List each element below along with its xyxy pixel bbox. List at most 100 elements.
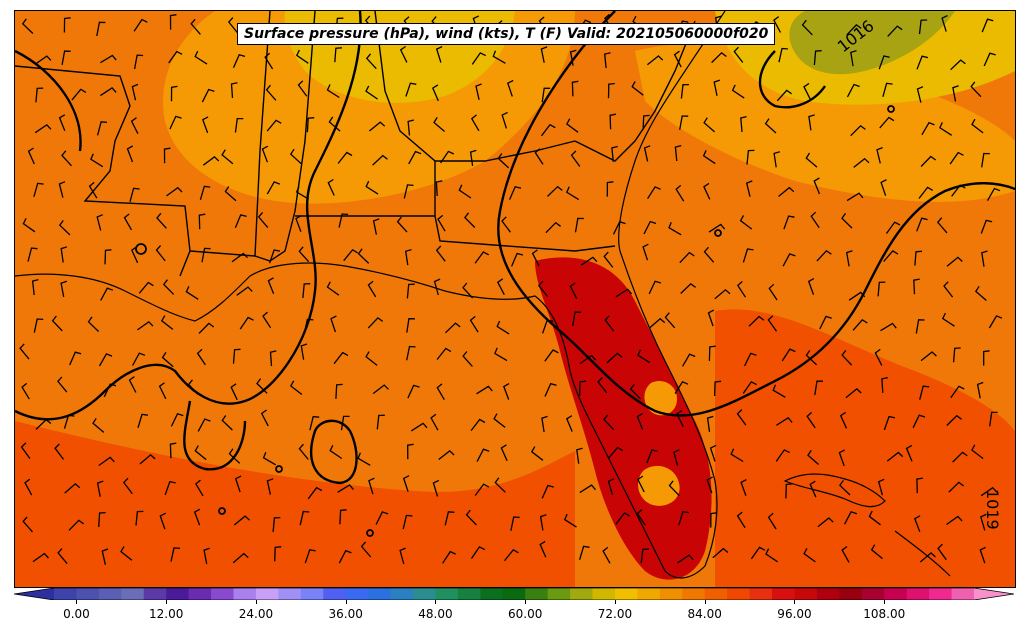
colorbar-tick-label: 72.00 [597, 607, 633, 621]
wind-barb [782, 253, 796, 267]
wind-barb [544, 382, 557, 397]
wind-barb [372, 384, 389, 395]
wind-barb [357, 452, 371, 466]
wind-barb [913, 278, 920, 295]
wind-barb [679, 251, 695, 264]
wind-barb [462, 282, 474, 299]
wind-barb [544, 349, 559, 362]
wind-barb [919, 552, 936, 563]
wind-barb [269, 350, 277, 367]
wind-barb [841, 349, 853, 366]
wind-barb [96, 21, 106, 37]
wind-barb [261, 145, 269, 163]
wind-barb [948, 481, 964, 493]
wind-barb [803, 548, 816, 563]
wind-barb [185, 286, 199, 300]
wind-barb [306, 117, 315, 133]
wind-barb [339, 509, 347, 525]
wind-barb [946, 515, 963, 526]
wind-barb [307, 486, 323, 500]
wind-barb [163, 147, 171, 164]
temperature-band-southeast [715, 309, 1015, 587]
wind-barb [496, 320, 510, 335]
wind-barb [941, 312, 955, 327]
colorbar-segment [54, 588, 78, 600]
wind-barb [806, 411, 816, 429]
colorbar-segment [502, 588, 526, 600]
wind-barb [501, 216, 511, 233]
wind-barb [916, 477, 923, 494]
wind-barb [96, 480, 104, 497]
wind-barb [274, 546, 282, 562]
wind-barb [775, 449, 790, 462]
wind-barb [951, 184, 966, 197]
wind-barb [541, 484, 554, 499]
wind-barb [637, 475, 645, 493]
wind-barb [709, 444, 717, 462]
wind-barb [96, 214, 103, 231]
wind-barb [850, 49, 857, 67]
wind-barb [126, 145, 134, 163]
colorbar-segment [480, 588, 504, 600]
wind-barb [882, 82, 893, 97]
colorbar-segment [682, 588, 706, 600]
wind-barb [740, 115, 747, 132]
wind-barb [603, 414, 615, 431]
wind-barb [161, 352, 174, 368]
coastline [15, 11, 951, 579]
wind-barb [437, 214, 446, 232]
wind-barb [739, 215, 753, 230]
wind-barb [432, 479, 440, 497]
wind-barb [234, 475, 242, 493]
wind-barb [916, 86, 924, 103]
wind-barb [302, 283, 311, 299]
wind-barb [399, 547, 406, 565]
colorbar-segment [413, 588, 437, 600]
wind-barb [436, 383, 445, 401]
wind-barb [629, 383, 641, 400]
wind-barb [541, 415, 548, 433]
wind-barb [852, 318, 868, 331]
wind-barb [674, 144, 682, 162]
wind-barb [952, 347, 961, 363]
wind-barb [511, 252, 524, 267]
wind-barb [57, 548, 68, 565]
wind-barb [646, 449, 658, 464]
wind-barb [166, 186, 183, 197]
wind-barb [764, 118, 777, 134]
wind-barb [682, 353, 696, 367]
wind-barb [230, 82, 238, 99]
wind-barb [438, 450, 455, 461]
wind-barb [406, 318, 415, 333]
wind-barb [462, 351, 473, 367]
wind-barb [813, 50, 822, 66]
wind-barb [435, 46, 443, 63]
wind-barb [233, 515, 250, 526]
wind-barb [375, 511, 389, 525]
colorbar-segment [278, 588, 302, 600]
wind-barb [159, 512, 166, 530]
colorbar-segment [390, 588, 414, 600]
wind-barb [736, 511, 746, 529]
wind-barb [714, 288, 731, 300]
wind-barb [474, 483, 490, 496]
wind-barb [190, 18, 201, 35]
wind-barb [476, 385, 493, 395]
wind-barb [365, 351, 378, 366]
wind-barb [706, 415, 714, 432]
wind-barb [541, 87, 551, 103]
wind-barb [983, 350, 990, 366]
map-title: Surface pressure (hPa), wind (kts), T (F… [237, 23, 776, 45]
wind-barb [21, 382, 30, 400]
wind-barb [71, 88, 87, 101]
wind-barb [164, 480, 176, 496]
wind-barb [887, 25, 903, 37]
wind-barb [845, 388, 862, 399]
wind-barb [137, 320, 154, 331]
wind-barb [169, 115, 182, 130]
wind-barb [309, 415, 320, 431]
wind-barb [90, 153, 104, 168]
wind-barb [807, 449, 820, 465]
wind-barb [340, 415, 350, 431]
wind-barb [607, 478, 615, 495]
